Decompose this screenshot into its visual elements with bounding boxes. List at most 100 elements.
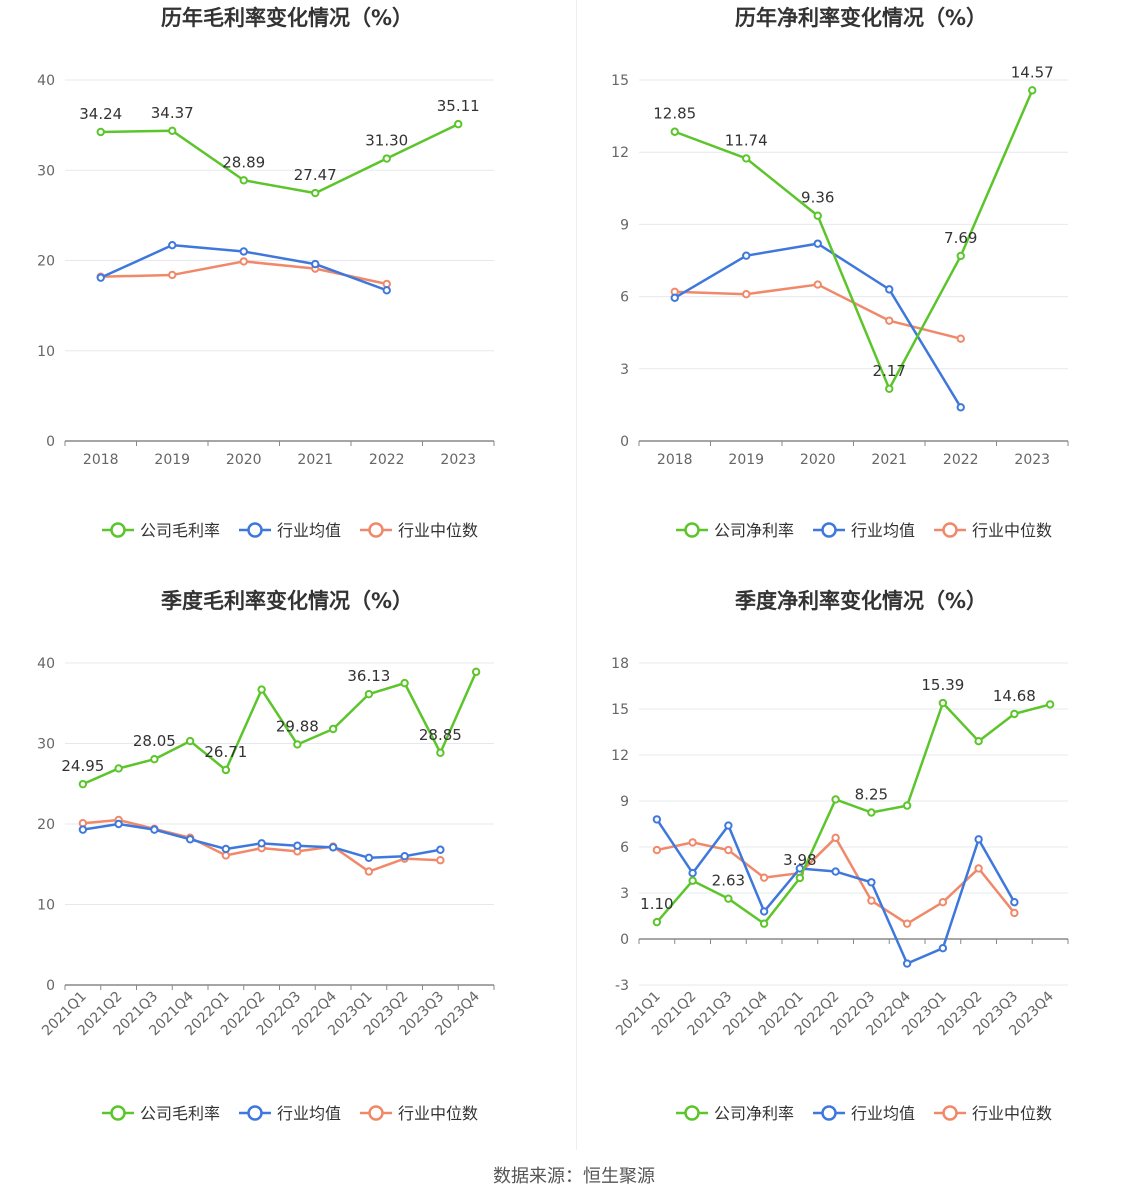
panel-divider [576, 0, 577, 1150]
data-point-company [652, 917, 662, 927]
data-point-avg [670, 293, 679, 303]
data-point-company [831, 795, 840, 804]
legend-label: 公司毛利率 [140, 521, 220, 540]
data-label: 24.95 [61, 757, 104, 775]
data-point-avg [364, 853, 374, 863]
data-point-company [759, 919, 769, 928]
data-point-company [168, 126, 177, 136]
data-point-avg [1010, 898, 1019, 907]
x-tick-label: 2018 [657, 452, 693, 468]
data-point-company [382, 154, 391, 163]
data-point-median [813, 280, 822, 289]
x-tick-label: 2019 [154, 452, 190, 468]
x-tick-label: 2021 [871, 452, 907, 468]
data-point-company [471, 667, 481, 677]
data-point-avg [96, 273, 105, 282]
data-label: 2.63 [712, 872, 745, 890]
data-point-company [293, 740, 302, 749]
series-line-company [655, 701, 1051, 925]
data-point-median [938, 898, 948, 907]
data-label: 34.37 [151, 104, 194, 122]
x-tick-label: 2018 [83, 452, 119, 468]
legend-marker-avg [247, 522, 263, 538]
data-point-avg [185, 835, 195, 844]
chart-svg-1: 历年净利率变化情况（%） 0 3 6 9 12 15 2018 2019 2020 2021 2022… [611, 6, 1069, 540]
data-label: 8.25 [855, 786, 888, 804]
y-tick-label: 40 [37, 73, 55, 89]
data-point-company [436, 748, 445, 757]
data-point-median [956, 334, 965, 343]
y-tick-label: 9 [620, 794, 629, 810]
y-tick-label: 9 [620, 217, 629, 233]
chart-quarterly-net-margin: 季度净利率变化情况（%） -3 0 3 6 9 12 15 18 2021Q1 2021Q2 2021… [574, 583, 1148, 1166]
y-tick-label: 15 [611, 702, 629, 718]
chart-svg-2: 季度毛利率变化情况（%）0102030402021Q12021Q22021Q32… [37, 589, 495, 1123]
data-label: 14.57 [1011, 63, 1054, 81]
y-tick-label: 3 [620, 886, 629, 902]
data-label: 9.36 [801, 189, 834, 207]
x-tick-label: 2022 [943, 452, 979, 468]
legend-label: 行业中位数 [972, 521, 1052, 540]
data-label: 28.85 [419, 726, 462, 744]
y-tick-label: 6 [620, 840, 629, 856]
y-tick-label: 12 [611, 145, 629, 161]
data-point-median [867, 896, 876, 905]
data-point-company [257, 685, 266, 694]
series-line-avg [674, 242, 962, 408]
x-tick-label: 2021 [297, 452, 333, 468]
y-tick-label: 0 [620, 434, 629, 450]
data-point-company [813, 211, 822, 220]
data-point-avg [328, 843, 338, 852]
legend-label: 行业均值 [277, 1104, 341, 1123]
data-point-company [867, 808, 876, 817]
data-point-company [114, 764, 123, 773]
data-point-company [670, 127, 679, 136]
data-label: 2.17 [873, 362, 906, 380]
data-point-company [742, 154, 751, 163]
data-label: 31.30 [365, 132, 408, 150]
legend-marker-median [942, 1105, 958, 1121]
data-point-median [724, 845, 733, 855]
series-line-median [674, 283, 962, 340]
data-point-median [885, 316, 894, 325]
legend-label: 行业均值 [277, 521, 341, 540]
data-point-company [185, 736, 195, 746]
legend-marker-avg [821, 522, 837, 538]
series-line-company [82, 671, 478, 786]
chart-title: 历年毛利率变化情况（%） [161, 6, 413, 30]
legend-label: 行业中位数 [398, 1104, 478, 1123]
data-point-median [364, 867, 374, 876]
chart-svg-3: 季度净利率变化情况（%）-303691215182021Q12021Q22021… [611, 589, 1069, 1123]
legend-label: 公司净利率 [714, 521, 794, 540]
data-label: 26.71 [204, 743, 247, 761]
chart-title: 季度毛利率变化情况（%） [161, 589, 413, 613]
legend-label: 行业中位数 [398, 521, 478, 540]
y-tick-label: 30 [37, 737, 55, 753]
y-tick-label: 3 [620, 362, 629, 378]
chart-quarterly-gross-margin: 季度毛利率变化情况（%） 0 10 20 30 40 2021Q1 2021Q2 2021Q3 2… [0, 583, 574, 1166]
data-point-median [688, 838, 697, 847]
data-point-avg [168, 240, 177, 250]
data-point-company [400, 678, 409, 688]
legend-marker-company [684, 1105, 700, 1121]
data-label: 15.39 [921, 676, 964, 694]
data-point-avg [688, 868, 697, 878]
data-point-median [652, 845, 662, 855]
data-point-avg [938, 944, 948, 953]
data-point-median [1010, 908, 1019, 918]
data-point-avg [974, 835, 983, 844]
data-point-avg [885, 285, 894, 294]
data-point-company [795, 873, 805, 883]
legend-marker-median [942, 522, 958, 538]
y-tick-label: 12 [611, 748, 629, 764]
legend-label: 行业中位数 [972, 1104, 1052, 1123]
legend-label: 行业均值 [851, 1104, 915, 1123]
x-tick-label: 2023 [1014, 452, 1050, 468]
legend-label: 公司净利率 [714, 1104, 794, 1123]
data-label: 29.88 [276, 717, 319, 735]
legend-marker-median [368, 522, 384, 538]
data-label: 35.11 [437, 97, 480, 115]
legend-label: 公司毛利率 [140, 1104, 220, 1123]
data-point-median [239, 257, 248, 266]
y-tick-label: 0 [46, 978, 55, 994]
